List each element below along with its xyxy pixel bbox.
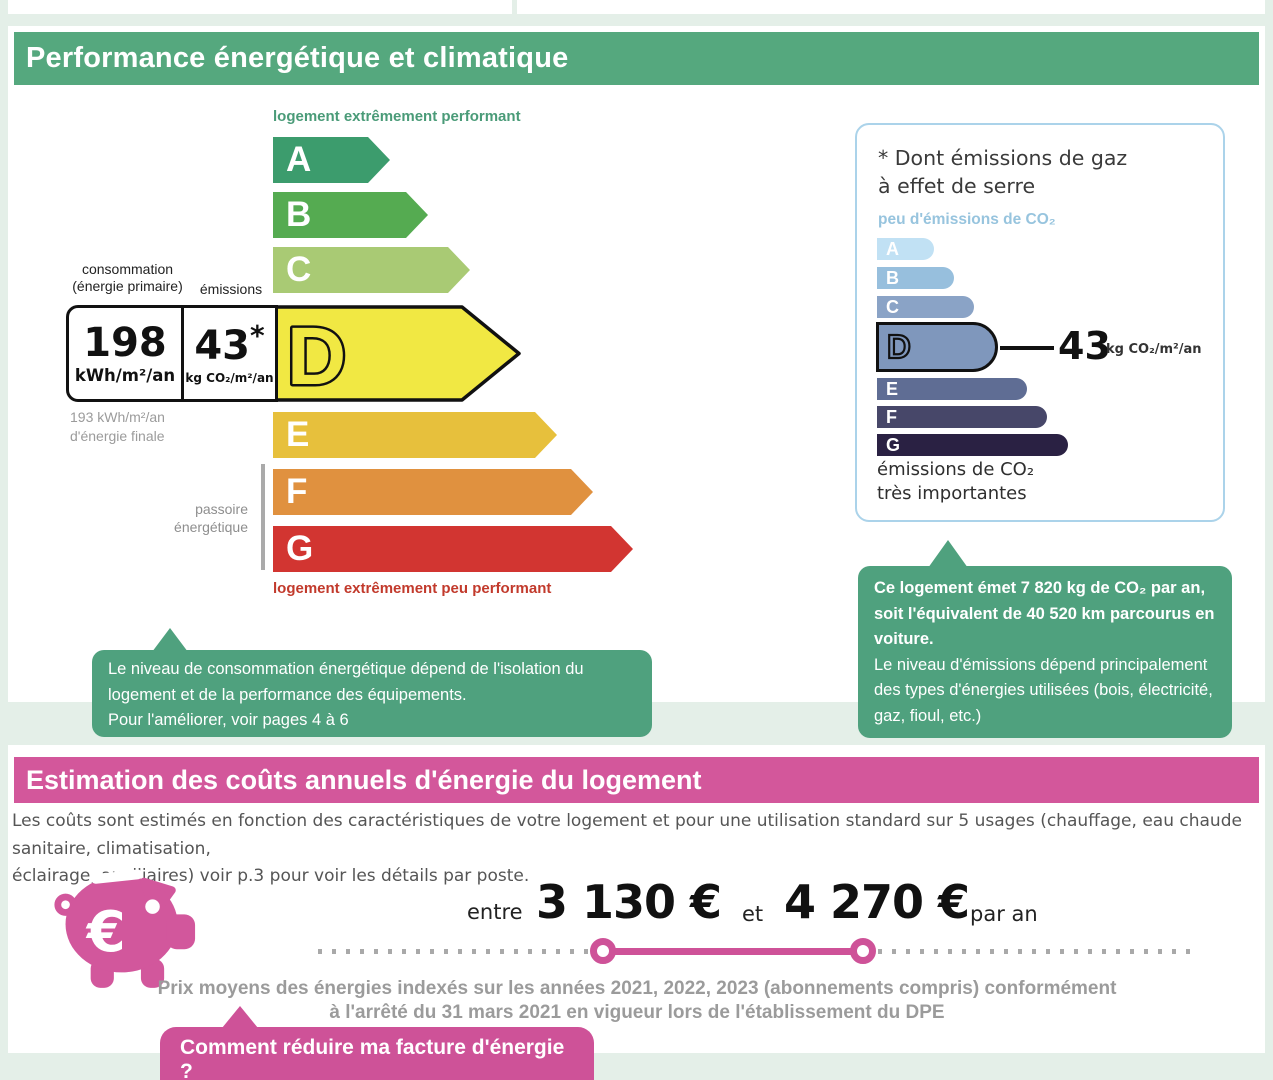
range-middle: et <box>742 902 764 926</box>
consumption-cell: 198 kWh/m²/an <box>69 308 181 399</box>
scale-bottom-label: logement extrêmement peu performant <box>273 580 552 597</box>
piggy-bank-icon: € <box>54 869 196 988</box>
co2-grade-e-bar: E <box>877 378 1027 400</box>
co2-value-connector <box>1000 346 1054 350</box>
emissions-label: émissions <box>199 281 263 297</box>
emissions-asterisk: * <box>250 319 265 352</box>
co2-high-label: émissions de CO₂ très importantes <box>877 459 1035 505</box>
energy-grade-a-arrow: A <box>273 137 390 183</box>
cost-slider-range <box>603 948 863 955</box>
energy-tooltip-pointer <box>152 628 188 652</box>
co2-value: 43 <box>1058 324 1111 368</box>
top-card-left-remnant <box>8 0 512 14</box>
energy-grade-a-letter: A <box>286 140 312 179</box>
energy-section-title: Performance énergétique et climatique <box>26 42 569 74</box>
reduce-bill-title: Comment réduire ma facture d'énergie ? <box>180 1036 565 1080</box>
co2-grade-b-bar: B <box>877 267 954 289</box>
energy-grade-e-arrow: E <box>273 412 557 458</box>
scale-top-label: logement extrêmement performant <box>273 108 521 125</box>
co2-tooltip: Ce logement émet 7 820 kg de CO₂ par an,… <box>858 566 1232 738</box>
co2-tooltip-bold: Ce logement émet 7 820 kg de CO₂ par an,… <box>874 579 1215 649</box>
energy-grade-d-arrow: D <box>273 305 521 402</box>
final-energy-note: 193 kWh/m²/an d'énergie finale <box>70 409 165 444</box>
reduce-bill-bubble-pointer <box>222 1006 258 1028</box>
energy-grade-b-arrow: B <box>273 192 428 238</box>
range-prefix: entre <box>467 900 523 924</box>
euro-symbol: € <box>85 900 126 965</box>
emissions-unit: kg CO₂/m²/an <box>185 371 274 385</box>
co2-grade-d-bar: D <box>876 322 998 372</box>
co2-grade-d-letter: D <box>886 327 912 366</box>
co2-low-label: peu d'émissions de CO₂ <box>878 211 1056 228</box>
passoire-bracket <box>261 464 265 570</box>
co2-grade-c-bar: C <box>877 296 974 318</box>
co2-value-unit: kg CO₂/m²/an <box>1106 342 1202 357</box>
energy-grade-f-letter: F <box>286 472 308 511</box>
energy-grade-e-letter: E <box>286 415 310 454</box>
consumption-value: 198 <box>83 319 167 366</box>
energy-grade-g-arrow: G <box>273 526 633 572</box>
energy-tooltip: Le niveau de consommation énergétique dé… <box>92 650 652 737</box>
co2-grade-f-bar: F <box>877 406 1047 428</box>
co2-panel-title: * Dont émissions de gaz à effet de serre <box>878 146 1128 198</box>
cost-max: 4 270 € <box>784 875 970 929</box>
costs-section-header: Estimation des coûts annuels d'énergie d… <box>14 757 1259 803</box>
energy-grade-d-letter: D <box>287 311 346 402</box>
consumption-label: consommation (énergie primaire) <box>72 261 183 295</box>
energy-grade-g-letter: G <box>286 529 314 568</box>
energy-grade-b-letter: B <box>286 195 312 234</box>
co2-tooltip-rest: Le niveau d'émissions dépend principalem… <box>874 655 1213 725</box>
reduce-bill-bubble: Comment réduire ma facture d'énergie ? V… <box>160 1027 594 1080</box>
emissions-value: 43* <box>194 319 265 369</box>
emissions-cell: 43* kg CO₂/m²/an <box>181 308 275 399</box>
cost-min: 3 130 € <box>536 875 722 929</box>
energy-grade-c-letter: C <box>286 250 312 289</box>
cost-slider-max-handle <box>850 938 876 964</box>
consumption-unit: kWh/m²/an <box>74 365 176 385</box>
energy-section-header: Performance énergétique et climatique <box>14 32 1259 85</box>
co2-grade-a-bar: A <box>877 238 934 260</box>
co2-tooltip-pointer <box>928 540 968 568</box>
top-card-right-remnant <box>517 0 1265 14</box>
energy-grade-f-arrow: F <box>273 469 593 515</box>
co2-grade-g-bar: G <box>877 434 1068 456</box>
cost-slider-min-handle <box>590 938 616 964</box>
passoire-label: passoire énergétique <box>174 501 248 536</box>
range-suffix: par an <box>970 902 1038 926</box>
energy-grade-c-arrow: C <box>273 247 470 293</box>
consumption-value-box: 198 kWh/m²/an 43* kg CO₂/m²/an <box>66 305 278 402</box>
costs-section-title: Estimation des coûts annuels d'énergie d… <box>26 764 702 795</box>
price-footnote: Prix moyens des énergies indexés sur les… <box>157 978 1117 1023</box>
